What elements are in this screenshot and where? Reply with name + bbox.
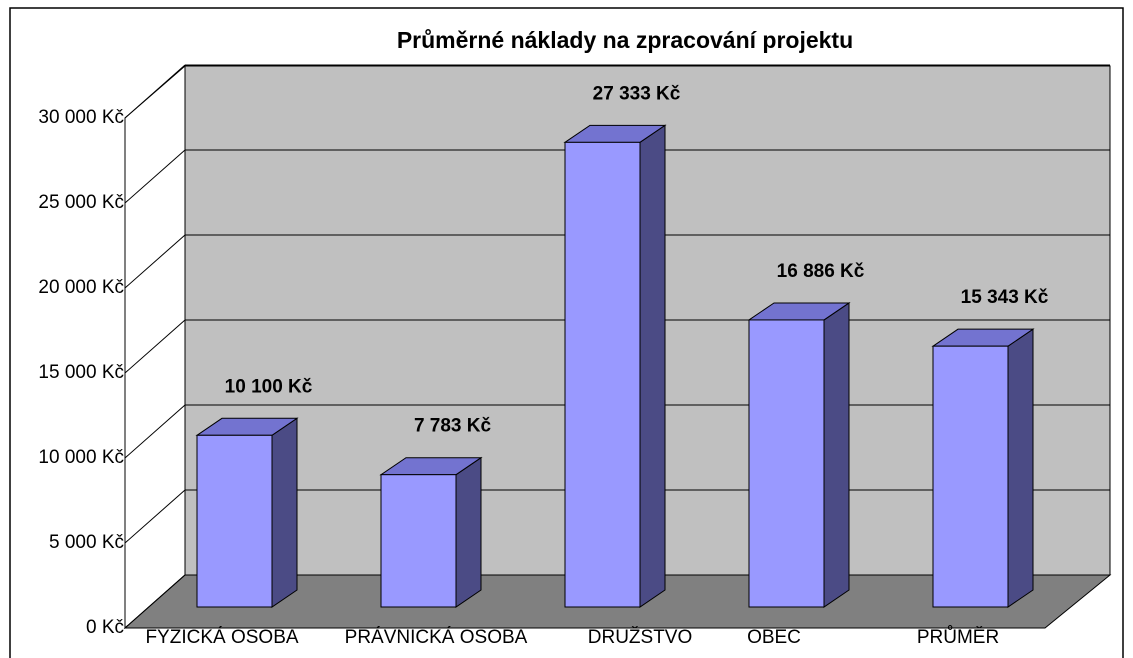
bar-side	[639, 124, 666, 608]
grid-line	[124, 234, 186, 289]
grid-line	[124, 149, 186, 204]
bar-side	[823, 301, 850, 608]
data-label: 7 783 Kč	[414, 416, 492, 437]
grid-line	[124, 64, 186, 119]
bar	[380, 474, 457, 608]
data-label: 27 333 Kč	[593, 83, 681, 104]
chart-title: Průměrné náklady na zpracování projektu	[397, 27, 853, 53]
x-tick-label: DRUŽSTVO	[588, 626, 693, 648]
data-label: 15 343 Kč	[961, 287, 1049, 308]
y-tick-label: 30 000 Kč	[38, 107, 124, 128]
grid-line	[124, 404, 186, 459]
bar	[932, 345, 1009, 608]
bar-side	[1007, 328, 1034, 608]
data-label: 10 100 Kč	[225, 376, 313, 397]
y-tick-label: 20 000 Kč	[38, 277, 124, 298]
bar	[564, 141, 641, 608]
x-tick-label: PRÁVNICKÁ OSOBA	[345, 627, 528, 648]
x-tick-label: FYZICKÁ OSOBA	[145, 627, 298, 648]
y-tick-label: 10 000 Kč	[38, 447, 124, 468]
y-tick-label: 15 000 Kč	[38, 362, 124, 383]
y-tick-label: 0 Kč	[86, 617, 124, 638]
bar	[196, 434, 273, 608]
grid-line	[124, 319, 186, 374]
bar	[748, 319, 825, 608]
x-tick-label: OBEC	[747, 627, 801, 648]
bar-side	[271, 417, 298, 608]
y-tick-label: 25 000 Kč	[38, 192, 124, 213]
x-tick-label: PRŮMĚR	[917, 626, 999, 648]
grid-line	[124, 574, 186, 629]
data-label: 16 886 Kč	[777, 261, 865, 282]
grid-line	[124, 489, 186, 544]
bar-side	[455, 456, 482, 608]
y-tick-label: 5 000 Kč	[49, 532, 124, 553]
